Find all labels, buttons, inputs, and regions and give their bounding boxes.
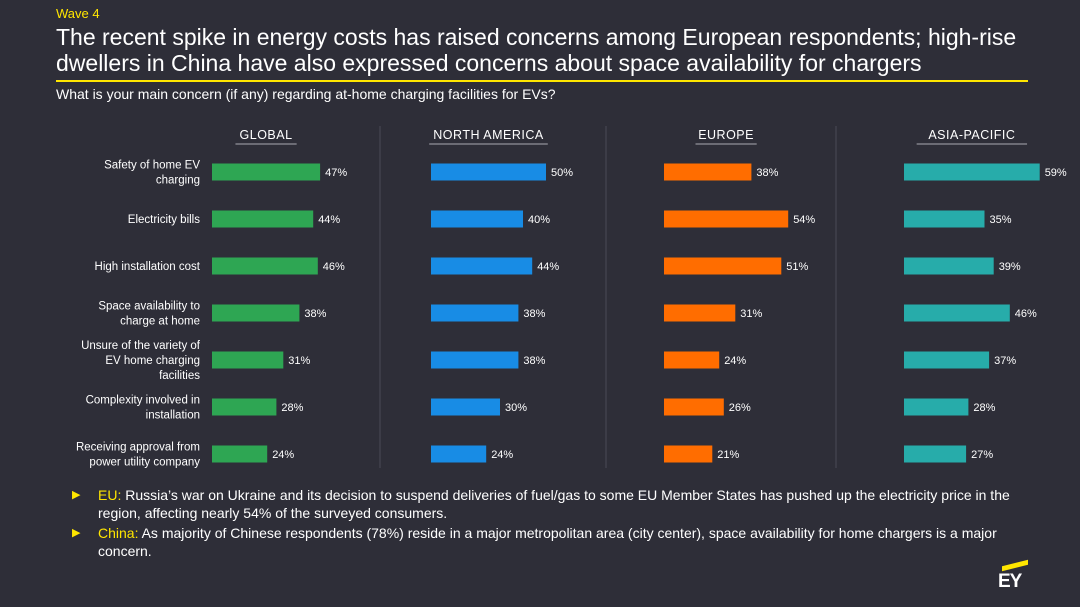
- value-label: 38%: [756, 167, 778, 179]
- value-label: 28%: [973, 402, 995, 414]
- bar: [904, 163, 1040, 181]
- value-label: 24%: [724, 355, 746, 367]
- value-label: 30%: [505, 402, 527, 414]
- category-label: charging: [156, 175, 200, 187]
- value-label: 40%: [528, 214, 550, 226]
- ey-logo: EY: [996, 559, 1030, 593]
- panel-title: EUROPE: [698, 128, 754, 142]
- value-label: 38%: [304, 308, 326, 320]
- category-label: installation: [146, 410, 200, 422]
- bar: [212, 257, 318, 275]
- value-label: 44%: [318, 214, 340, 226]
- bar: [664, 257, 782, 275]
- value-label: 50%: [551, 167, 573, 179]
- bar: [431, 445, 487, 463]
- category-label: Safety of home EV: [104, 160, 200, 172]
- slide-title: The recent spike in energy costs has rai…: [56, 24, 1017, 76]
- value-label: 38%: [523, 355, 545, 367]
- bar: [431, 398, 500, 416]
- category-label: Unsure of the variety of: [81, 340, 201, 352]
- value-label: 26%: [729, 402, 751, 414]
- value-label: 21%: [717, 449, 739, 461]
- bar: [212, 163, 321, 181]
- value-label: 31%: [288, 355, 310, 367]
- bar: [212, 445, 268, 463]
- category-label: High installation cost: [95, 261, 201, 273]
- bar: [664, 210, 789, 228]
- category-label: facilities: [159, 370, 200, 382]
- panel-title: NORTH AMERICA: [433, 128, 544, 142]
- value-label: 38%: [523, 308, 545, 320]
- bar: [904, 210, 985, 228]
- value-label: 24%: [272, 449, 294, 461]
- value-label: 44%: [537, 261, 559, 273]
- bar: [212, 351, 284, 369]
- notes-list: ▶ EU: Russia’s war on Ukraine and its de…: [72, 486, 1012, 562]
- value-label: 28%: [281, 402, 303, 414]
- bar: [904, 304, 1010, 322]
- panel-title: GLOBAL: [240, 128, 293, 142]
- value-label: 47%: [325, 167, 347, 179]
- value-label: 46%: [323, 261, 345, 273]
- value-label: 31%: [740, 308, 762, 320]
- bar: [664, 445, 713, 463]
- panel-title: ASIA-PACIFIC: [928, 128, 1015, 142]
- bar-chart: Safety of home EV charging Electricity bil…: [76, 126, 1067, 469]
- survey-question: What is your main concern (if any) regar…: [56, 86, 556, 102]
- wave-label: Wave 4: [56, 6, 100, 21]
- note-eu: ▶ EU: Russia’s war on Ukraine and its de…: [72, 486, 1012, 522]
- value-label: 59%: [1045, 167, 1067, 179]
- bar: [904, 257, 994, 275]
- value-label: 46%: [1015, 308, 1037, 320]
- note-text: Russia’s war on Ukraine and its decision…: [98, 487, 1010, 521]
- bar: [431, 163, 546, 181]
- note-china: ▶ China: As majority of Chinese responde…: [72, 524, 1012, 560]
- value-label: 27%: [971, 449, 993, 461]
- bar: [431, 210, 523, 228]
- triangle-bullet-icon: ▶: [72, 527, 81, 539]
- value-label: 51%: [786, 261, 808, 273]
- category-label: Complexity involved in: [86, 395, 200, 407]
- value-label: 54%: [793, 214, 815, 226]
- bar: [664, 351, 720, 369]
- note-text: As majority of Chinese respondents (78%)…: [98, 525, 997, 559]
- value-label: 24%: [491, 449, 513, 461]
- title-underline: [56, 80, 1028, 82]
- category-label: Space availability to: [98, 301, 200, 313]
- category-label: power utility company: [89, 457, 200, 469]
- bar: [904, 398, 969, 416]
- category-label: Electricity bills: [128, 214, 200, 226]
- note-lead: China:: [98, 525, 139, 541]
- bar: [212, 210, 314, 228]
- bar: [431, 351, 519, 369]
- bar: [904, 445, 967, 463]
- triangle-bullet-icon: ▶: [72, 489, 81, 501]
- bar: [664, 398, 724, 416]
- category-label: charge at home: [120, 316, 200, 328]
- bar: [664, 304, 736, 322]
- bar: [431, 304, 519, 322]
- note-lead: EU:: [98, 487, 122, 503]
- bar: [664, 163, 752, 181]
- category-label: EV home charging: [105, 355, 200, 367]
- bar: [431, 257, 533, 275]
- value-label: 39%: [999, 261, 1021, 273]
- logo-text: EY: [998, 571, 1022, 592]
- value-label: 35%: [990, 214, 1012, 226]
- bar: [212, 304, 300, 322]
- bar: [904, 351, 990, 369]
- bar: [212, 398, 277, 416]
- value-label: 37%: [994, 355, 1016, 367]
- category-label: Receiving approval from: [76, 442, 200, 454]
